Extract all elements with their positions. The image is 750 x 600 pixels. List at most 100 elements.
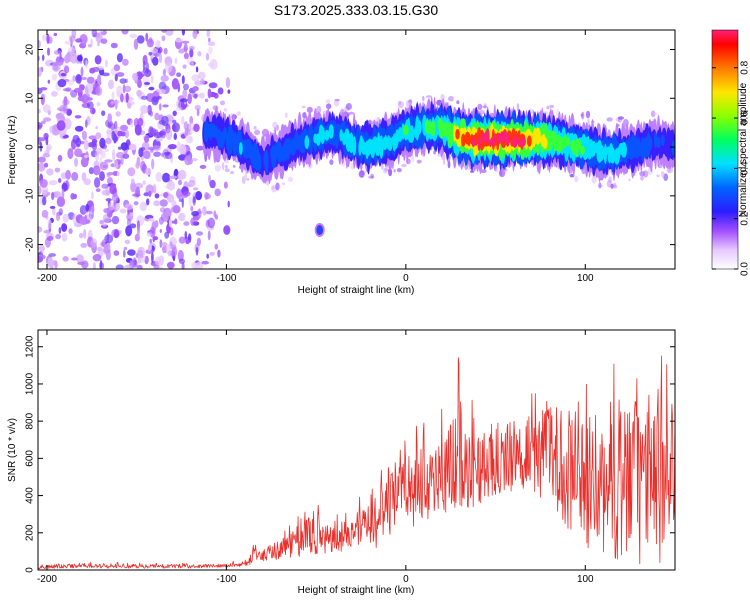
halo-speckle [617,116,625,120]
noise-speckle [127,249,136,256]
noise-speckle [206,30,211,38]
halo-speckle [329,159,334,166]
noise-speckle [153,200,161,207]
noise-speckle [182,191,191,197]
noise-speckle [143,192,150,197]
noise-speckle [205,210,213,215]
halo-speckle [276,124,279,131]
ridge-contour [379,135,384,160]
noise-speckle [169,218,172,228]
noise-speckle [139,201,147,212]
noise-speckle [153,132,162,139]
noise-speckle [103,208,111,214]
noise-speckle [58,227,62,234]
halo-speckle [640,175,644,181]
noise-speckle [147,104,152,116]
halo-speckle [653,112,659,116]
noise-speckle [134,124,142,136]
noise-speckle [104,159,113,163]
halo-speckle [281,182,286,185]
noise-speckle [85,59,88,69]
noise-speckle [125,225,133,237]
halo-speckle [306,106,313,113]
noise-speckle [113,229,120,239]
noise-speckle [71,30,77,39]
noise-speckle [60,59,64,65]
noise-speckle [158,216,164,225]
noise-speckle [189,115,194,125]
noise-speckle [106,128,112,140]
ridge-contour [408,125,415,143]
noise-speckle [116,90,122,98]
snr-plot-area [38,330,675,570]
halo-speckle [221,162,225,171]
ridge-contour [603,143,608,164]
noise-speckle [43,229,51,234]
ridge-contour [621,142,627,158]
noise-speckle [191,74,200,82]
noise-speckle [152,56,159,66]
halo-speckle [628,178,631,182]
noise-speckle [195,246,199,256]
noise-speckle [192,86,199,92]
noise-speckle [41,94,46,98]
noise-speckle [190,205,194,212]
noise-speckle [159,229,162,233]
noise-speckle [144,69,152,77]
noise-speckle [178,236,186,244]
halo-speckle [230,171,235,175]
noise-speckle [114,73,118,82]
noise-speckle [66,108,72,116]
noise-speckle [208,174,211,184]
noise-speckle [85,203,90,212]
noise-speckle [178,169,187,180]
noise-speckle [92,254,102,262]
noise-speckle [155,137,164,142]
noise-speckle [56,120,66,131]
noise-speckle [174,218,178,225]
ridge-contour [521,136,526,147]
noise-speckle [60,73,67,77]
colorbar-label: Normalized spectral amplitude [738,82,749,217]
noise-speckle [162,104,169,108]
halo-speckle [345,103,352,110]
ridge-contour [537,134,541,144]
noise-speckle [140,160,146,172]
spectrogram-y-label: Frequency (Hz) [7,116,18,185]
halo-speckle [663,173,669,181]
noise-speckle [181,116,185,125]
noise-speckle [112,149,116,161]
noise-speckle [61,188,65,200]
noise-speckle [182,64,187,69]
noise-speckle [76,254,84,263]
noise-speckle [92,107,95,115]
noise-speckle [91,30,97,38]
noise-speckle [61,223,68,232]
ridge-contour [493,133,497,147]
noise-speckle [137,73,145,78]
x-tick-label: -100 [216,574,236,585]
noise-speckle [167,193,174,203]
halo-speckle [581,111,585,120]
ridge-contour [660,134,665,147]
halo-speckle [660,171,665,178]
noise-speckle [159,266,163,269]
noise-speckle [182,88,188,99]
noise-speckle [170,227,174,236]
noise-speckle [127,167,136,177]
halo-speckle [569,173,575,178]
ridge-contour [609,147,616,164]
y-tick-label: -20 [25,237,36,252]
noise-speckle [204,191,209,200]
noise-speckle [54,167,61,173]
noise-speckle [105,148,109,152]
noise-speckle [50,91,58,97]
noise-speckle [95,126,98,130]
noise-speckle [53,191,62,198]
noise-speckle [136,156,141,167]
noise-speckle [193,123,200,132]
noise-speckle [115,202,120,211]
snr-y-ticks: 0 200 400 600 800 1000 1200 [25,335,675,573]
noise-speckle [64,65,70,74]
noise-speckle [187,93,192,105]
